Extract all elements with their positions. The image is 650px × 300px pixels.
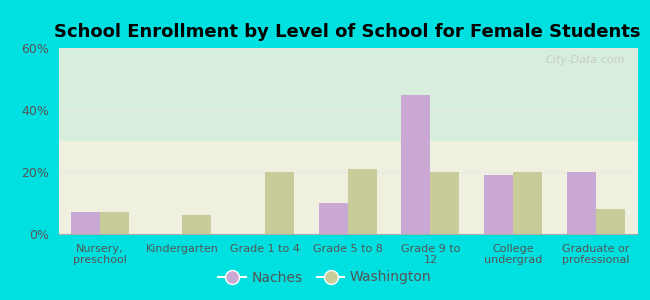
Bar bbox=[265, 172, 294, 234]
Bar bbox=[318, 203, 348, 234]
Bar bbox=[71, 212, 100, 234]
Legend: Naches, Washington: Naches, Washington bbox=[213, 265, 437, 290]
Bar bbox=[100, 212, 129, 234]
Bar bbox=[183, 215, 211, 234]
Bar bbox=[595, 209, 625, 234]
Bar bbox=[484, 175, 513, 234]
Title: School Enrollment by Level of School for Female Students: School Enrollment by Level of School for… bbox=[55, 23, 641, 41]
Bar bbox=[430, 172, 460, 234]
Bar bbox=[513, 172, 542, 234]
Bar bbox=[402, 94, 430, 234]
Bar bbox=[567, 172, 595, 234]
Text: City-Data.com: City-Data.com bbox=[546, 56, 625, 65]
Bar bbox=[348, 169, 377, 234]
